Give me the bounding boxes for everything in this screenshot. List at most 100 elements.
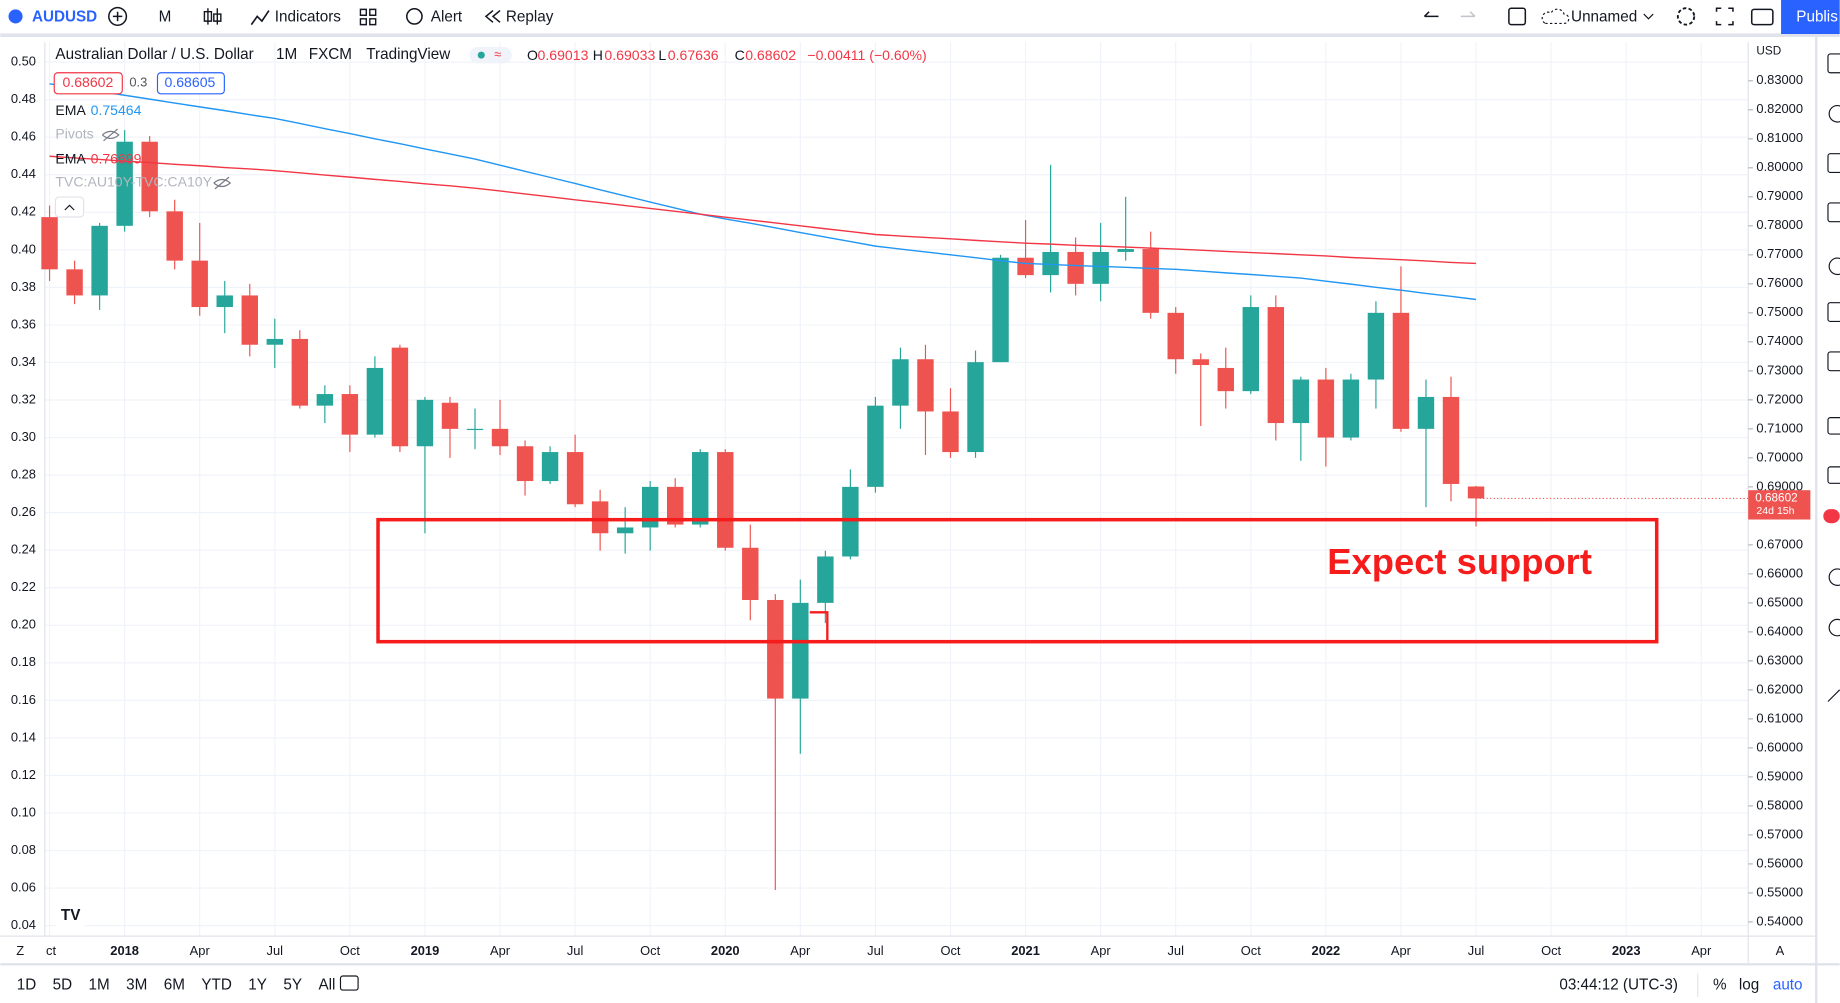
add-symbol[interactable] <box>108 6 128 26</box>
y2-tick-label: 0.44 <box>11 166 36 181</box>
layout-name[interactable]: Unnamed <box>1571 9 1637 26</box>
candle-body <box>41 217 58 270</box>
hidden-icon[interactable] <box>101 128 120 142</box>
range-button[interactable]: 5D <box>53 976 73 993</box>
x-tick-label: Oct <box>940 943 960 958</box>
interval[interactable]: M <box>159 9 172 26</box>
range-button[interactable]: 1D <box>17 976 37 993</box>
legend-interval: 1M <box>276 46 297 63</box>
candle-body <box>566 452 584 505</box>
y-tick-label: 0.58000 <box>1756 797 1803 812</box>
candle-body <box>1267 307 1285 424</box>
auto-toggle[interactable]: auto <box>1773 976 1803 993</box>
x-tick-label: Apr <box>490 943 511 958</box>
candle-body <box>992 257 1009 363</box>
tool-icon[interactable] <box>1828 568 1840 586</box>
y-tick-label: 0.62000 <box>1756 681 1803 696</box>
y-tick-label: 0.65000 <box>1756 594 1803 609</box>
tool-icon[interactable] <box>1827 53 1840 74</box>
layout-menu[interactable] <box>1643 13 1654 20</box>
tool-icon[interactable] <box>1827 202 1840 223</box>
y2-tick-label: 0.34 <box>11 354 36 369</box>
tool-icon[interactable] <box>1827 417 1840 435</box>
candle-body <box>266 338 284 345</box>
chart-type-icon[interactable] <box>203 8 222 25</box>
candle-body <box>216 295 233 308</box>
indicator-name: EMA <box>55 150 86 166</box>
ema-line <box>49 155 1477 265</box>
x-tick-label: Jul <box>1167 943 1183 958</box>
redo[interactable] <box>1460 11 1476 18</box>
tool-icon[interactable] <box>1827 302 1840 323</box>
collapse-legend[interactable] <box>54 196 85 218</box>
y-tick-label: 0.74000 <box>1756 333 1803 348</box>
candle-body <box>1117 249 1134 252</box>
range-button[interactable]: 1M <box>89 976 110 993</box>
percent-toggle[interactable]: % <box>1713 976 1727 993</box>
chevron <box>64 204 75 211</box>
undo[interactable] <box>1423 11 1439 18</box>
indicators-button[interactable]: Indicators <box>275 9 341 26</box>
alert-icon <box>406 8 423 25</box>
fullscreen[interactable] <box>1715 7 1734 26</box>
y2-tick-label: 0.38 <box>11 279 36 294</box>
range-button[interactable]: 3M <box>126 976 147 993</box>
candle-body <box>892 359 909 406</box>
candle-body <box>767 599 784 699</box>
spread: 0.3 <box>129 75 147 90</box>
tool-icon[interactable] <box>1827 351 1840 372</box>
indicators-icon <box>250 10 270 26</box>
symbol-flag <box>8 9 23 24</box>
countdown: 24d 15h <box>1756 505 1794 517</box>
range-button[interactable]: 6M <box>164 976 185 993</box>
candle-body <box>1342 379 1360 438</box>
log-toggle[interactable]: log <box>1739 976 1759 993</box>
y-tick-label: 0.71000 <box>1756 420 1803 435</box>
templates-icon[interactable] <box>359 8 377 26</box>
range-button[interactable]: 1Y <box>248 976 267 993</box>
tool-icon[interactable] <box>1828 618 1840 637</box>
zoom-button[interactable]: Z <box>16 943 24 958</box>
hidden-icon[interactable] <box>213 176 232 190</box>
tool-icon[interactable] <box>1828 257 1840 276</box>
fullscreen-toggle[interactable] <box>1508 7 1527 26</box>
replay-button[interactable]: Replay <box>506 9 554 26</box>
tool-icon[interactable] <box>1827 153 1840 174</box>
settings[interactable] <box>1676 7 1696 26</box>
ema-line <box>49 83 1477 301</box>
y-tick-label: 0.72000 <box>1756 391 1803 406</box>
y2-tick-label: 0.18 <box>11 654 36 669</box>
ask-box[interactable] <box>156 72 225 95</box>
candle-body <box>692 452 709 525</box>
ohlc-label: O <box>527 47 538 63</box>
candle-body <box>666 486 684 525</box>
range-button[interactable]: 5Y <box>283 976 302 993</box>
x-tick-label: Apr <box>1691 943 1712 958</box>
publish-button[interactable] <box>1781 0 1840 35</box>
y-tick-label: 0.59000 <box>1756 768 1803 783</box>
candle-body <box>91 225 108 296</box>
candle-body <box>867 405 884 487</box>
range-button[interactable]: YTD <box>201 976 231 993</box>
support-zone[interactable] <box>376 517 1659 644</box>
range-button[interactable]: All <box>318 976 335 993</box>
snapshot[interactable] <box>1750 8 1774 26</box>
y2-tick-label: 0.26 <box>11 504 36 519</box>
y2-tick-label: 0.12 <box>11 767 36 782</box>
x-tick-label: Jul <box>1468 943 1484 958</box>
tool-icon[interactable] <box>1827 689 1840 702</box>
symbol[interactable]: AUDUSD <box>32 9 97 26</box>
alert-button[interactable]: Alert <box>431 9 463 26</box>
notification-badge[interactable] <box>1823 509 1840 524</box>
tool-icon[interactable] <box>1827 466 1840 484</box>
candle-body <box>191 260 208 308</box>
auto-scale-button[interactable]: A <box>1776 943 1785 958</box>
x-tick-label: Apr <box>190 943 211 958</box>
date-range-icon[interactable] <box>339 975 359 991</box>
tool-icon[interactable] <box>1828 104 1840 123</box>
status-pill[interactable] <box>469 46 512 64</box>
candle-body <box>366 367 384 435</box>
currency[interactable]: USD <box>1756 45 1781 58</box>
candle-body <box>1242 307 1260 392</box>
bid-box[interactable] <box>53 72 123 95</box>
